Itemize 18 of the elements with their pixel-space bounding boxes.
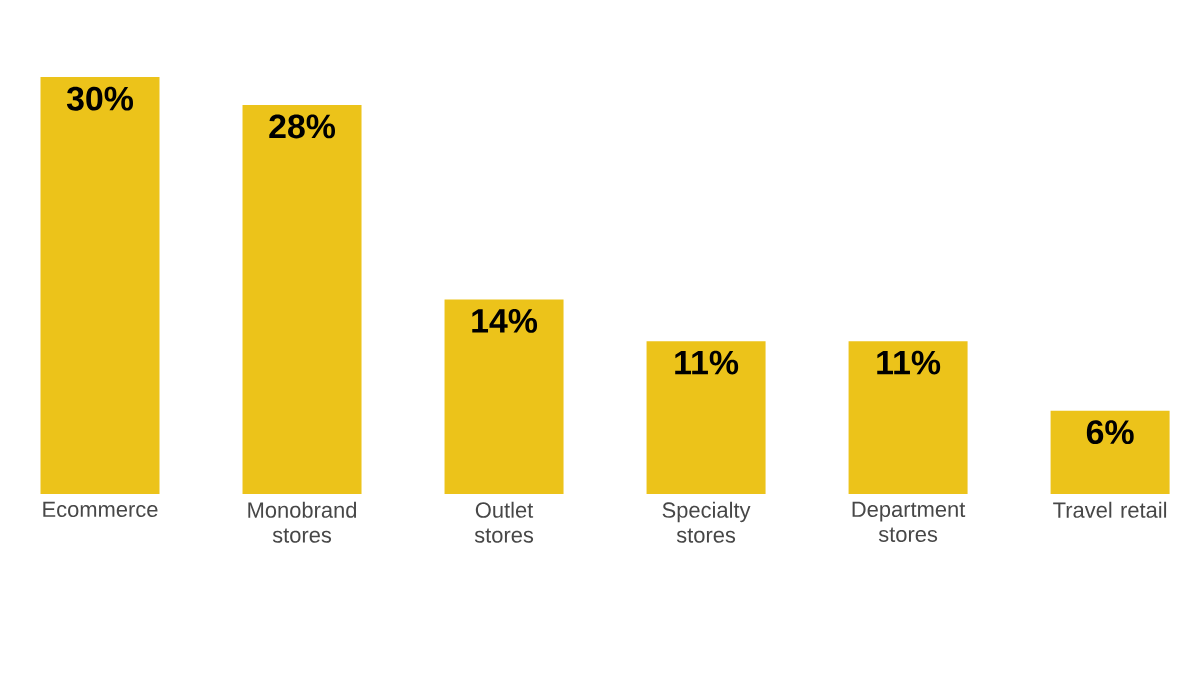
x-tick-label: Department stores [852,501,966,542]
x-tick-label: Specialty stores [662,501,751,543]
bar [40,77,160,494]
bar [848,341,968,494]
bar [646,341,766,494]
x-tick-label: Monobrand stores [248,501,357,543]
x-tick-label: Ecommerce [43,501,158,518]
bar [1050,410,1170,494]
bar [242,104,362,494]
bar [444,299,564,494]
data-label: 6% [1086,420,1134,445]
data-label: 11% [877,350,941,375]
x-tick-label: Outlet stores [474,501,534,543]
data-label: 28% [269,114,336,139]
x-tick-label: Travel retail [1053,501,1167,518]
data-label: 14% [472,308,538,333]
data-label: 11% [675,350,739,375]
data-label: 30% [66,86,133,111]
